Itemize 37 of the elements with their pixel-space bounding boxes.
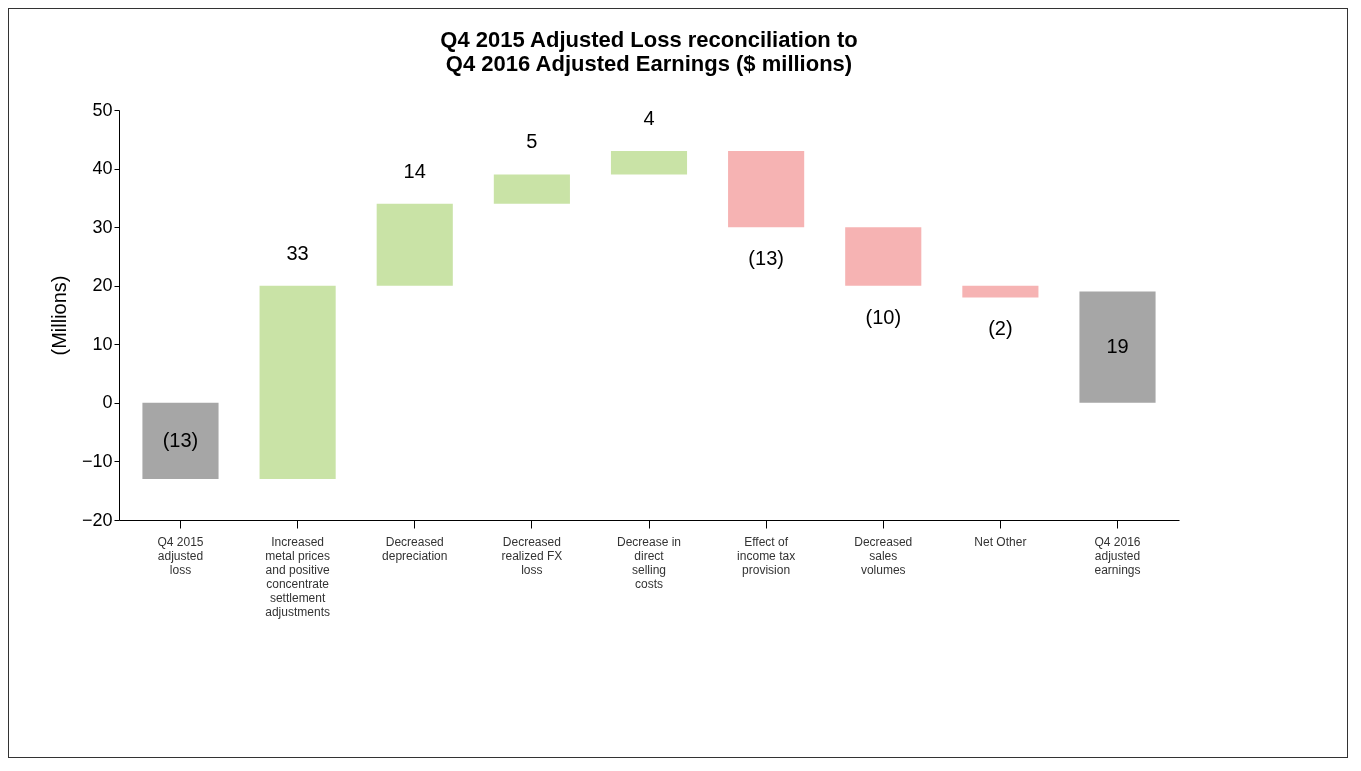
x-tick-label: Net Other — [974, 534, 1027, 549]
x-tick-label: Decreased sales volumes — [854, 534, 913, 577]
y-tick-label: 30 — [92, 216, 113, 237]
bar — [493, 174, 570, 204]
data-label: (10) — [865, 305, 902, 328]
bar — [1079, 291, 1156, 403]
data-label: (13) — [162, 428, 199, 451]
y-tick-label: 10 — [92, 333, 113, 354]
x-tick-label: Effect of income tax provision — [737, 534, 796, 577]
bar — [142, 402, 219, 479]
y-tick-label: 0 — [102, 392, 113, 413]
data-label: (13) — [748, 247, 784, 270]
bar — [962, 285, 1039, 298]
data-label: 4 — [643, 107, 655, 129]
data-label: 5 — [526, 130, 538, 153]
y-tick-label: 50 — [92, 99, 113, 120]
bar — [728, 151, 805, 228]
bar — [259, 285, 336, 479]
data-label: 19 — [1106, 335, 1129, 358]
chart-title: Q4 2015 Adjusted Loss reconciliation to Q4 2016 Adjusted Earnings ($ millions) — [440, 27, 858, 76]
y-tick-label: 40 — [92, 158, 113, 179]
x-tick-label: Decreased depreciation — [382, 534, 448, 563]
x-tick-label: Decreased realized FX loss — [501, 534, 563, 577]
x-tick-label: Q4 2016 adjusted earnings — [1094, 534, 1141, 577]
data-label: 14 — [403, 159, 426, 182]
y-tick-label: −10 — [81, 450, 113, 471]
y-axis-title: (Millions) — [47, 275, 70, 356]
bar — [845, 227, 922, 286]
data-label: (2) — [988, 317, 1013, 340]
x-tick-label: Decrease in direct selling costs — [616, 534, 682, 591]
x-tick-label: Q4 2015 adjusted loss — [157, 534, 204, 577]
x-tick-label: Increased metal prices and positive concentrate settlement adjustments — [265, 534, 330, 619]
bar — [610, 151, 688, 175]
bar — [376, 203, 453, 286]
data-label: 33 — [286, 241, 309, 264]
y-tick-label: 20 — [92, 275, 113, 296]
y-tick-label: −20 — [81, 509, 113, 530]
